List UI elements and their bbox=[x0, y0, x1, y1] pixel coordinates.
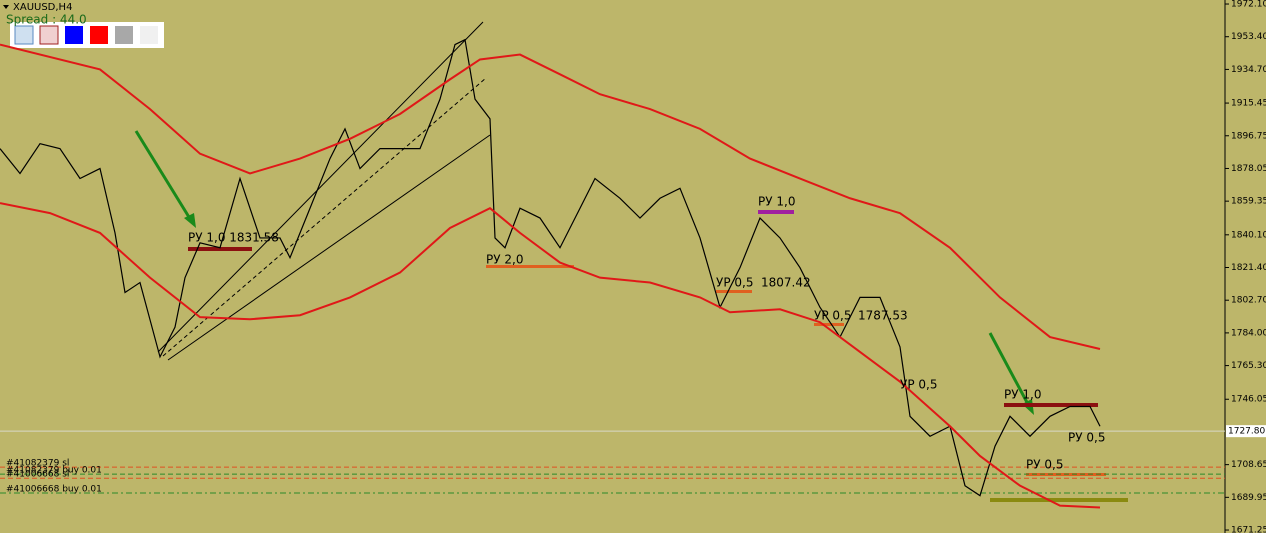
level-label: РУ 2,0 bbox=[486, 253, 523, 267]
toolbar bbox=[10, 22, 164, 48]
arrow-head bbox=[184, 213, 196, 228]
level-label: РУ 0,5 bbox=[1026, 458, 1063, 472]
level-label: 1807.42 bbox=[761, 276, 811, 290]
level-label: УР 0,5 bbox=[814, 309, 851, 323]
price-line bbox=[0, 202, 1101, 509]
order-label: #41006668 buy 0.01 bbox=[6, 485, 102, 495]
level-label: 1787.53 bbox=[858, 309, 908, 323]
y-tick-label: 1689.95 bbox=[1231, 493, 1266, 503]
level-label: РУ 1,0 bbox=[758, 195, 795, 209]
level bbox=[758, 210, 794, 214]
level-label: РУ 1,0 bbox=[1004, 388, 1041, 402]
color-button[interactable] bbox=[65, 26, 83, 44]
order-label: #41082379 buy 0.01 bbox=[6, 466, 102, 476]
level bbox=[716, 290, 752, 293]
y-tick-label: 1972.10 bbox=[1231, 0, 1266, 10]
color-button[interactable] bbox=[14, 25, 34, 45]
level-label: УР 0,5 bbox=[716, 276, 753, 290]
level bbox=[814, 323, 844, 326]
level bbox=[990, 498, 1128, 502]
color-button[interactable] bbox=[140, 26, 158, 44]
arrow bbox=[988, 332, 1032, 409]
level-label: РУ 0,5 bbox=[1068, 431, 1105, 445]
y-tick-label: 1953.40 bbox=[1231, 32, 1266, 42]
y-tick-label: 1784.00 bbox=[1231, 328, 1266, 338]
price-line bbox=[0, 43, 1101, 350]
y-tick-label: 1671.25 bbox=[1231, 526, 1266, 533]
order-label: #41006668 sl bbox=[6, 470, 69, 480]
y-tick-label: 1746.05 bbox=[1231, 395, 1266, 405]
y-tick-label: 1708.65 bbox=[1231, 460, 1266, 470]
arrow bbox=[134, 130, 194, 223]
spread: Spread : 44.0 bbox=[6, 13, 87, 27]
level bbox=[486, 265, 574, 268]
y-tick-label: 1878.05 bbox=[1231, 164, 1266, 174]
level bbox=[1004, 403, 1098, 407]
y-tick-label: 1915.45 bbox=[1231, 99, 1266, 109]
y-tick-label: 1802.70 bbox=[1231, 296, 1266, 306]
y-tick-label: 1840.10 bbox=[1231, 230, 1266, 240]
color-button[interactable] bbox=[115, 26, 133, 44]
order-label: #41082379 sl bbox=[6, 459, 69, 469]
channel-line bbox=[167, 134, 491, 361]
symbol-title: XAUUSD,H4 bbox=[13, 2, 72, 13]
y-tick-label: 1934.70 bbox=[1231, 65, 1266, 75]
current-price-label: 1727.80 bbox=[1228, 427, 1265, 437]
color-button[interactable] bbox=[39, 25, 59, 45]
y-tick-label: 1896.75 bbox=[1231, 131, 1266, 141]
current-price-box bbox=[1226, 425, 1266, 438]
level bbox=[188, 247, 252, 251]
channel-line bbox=[157, 21, 484, 353]
level-label: УР 0,5 bbox=[900, 378, 937, 392]
y-tick-label: 1859.35 bbox=[1231, 197, 1266, 207]
y-tick-label: 1821.40 bbox=[1231, 263, 1266, 273]
channel-mid bbox=[162, 77, 487, 357]
menu-arrow[interactable] bbox=[3, 5, 9, 9]
level-label: РУ 1,0 1831.58 bbox=[188, 231, 279, 245]
y-tick-label: 1765.30 bbox=[1231, 361, 1266, 371]
color-button[interactable] bbox=[90, 26, 108, 44]
